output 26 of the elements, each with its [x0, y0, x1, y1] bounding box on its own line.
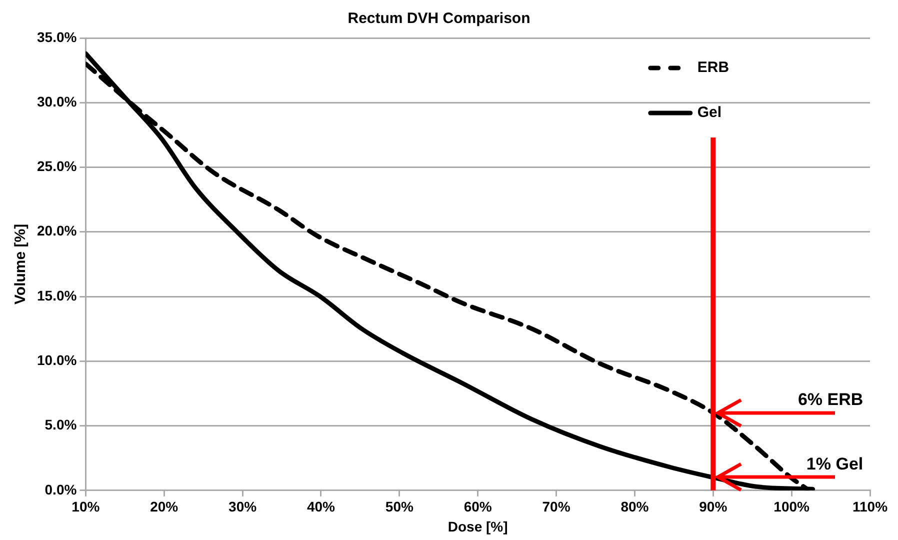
y-axis-title: Volume [%]	[12, 224, 30, 304]
annotation: 6% ERB	[798, 390, 864, 410]
x-tick-label: 10%	[72, 498, 100, 515]
y-tick-label: 25.0%	[36, 158, 78, 174]
x-tick-label: 70%	[542, 498, 571, 515]
chart-title: Rectum DVH Comparison	[348, 10, 530, 28]
x-tick-label: 30%	[228, 498, 258, 515]
y-tick-label: 10.0%	[36, 352, 78, 368]
x-tick-label: 60%	[464, 498, 492, 515]
x-tick-label: 80%	[620, 498, 650, 515]
legend-label: ERB	[697, 59, 730, 76]
x-tick-label: 110%	[852, 498, 888, 515]
y-tick-label: 0.0%	[44, 481, 78, 498]
x-axis-title: Dose [%]	[448, 518, 508, 534]
y-tick-label: 20.0%	[36, 222, 78, 239]
y-tick-label: 30.0%	[36, 93, 78, 110]
legend-label: Gel	[697, 104, 722, 122]
annotation: 1% Gel	[806, 454, 864, 474]
x-tick-label: 90%	[699, 498, 728, 515]
y-tick-label: 5.0%	[44, 416, 78, 433]
y-tick-label: 15.0%	[36, 287, 78, 304]
x-tick-label: 100%	[774, 498, 810, 515]
y-tick-label: 35.0%	[36, 28, 78, 45]
x-tick-label: 50%	[385, 498, 414, 515]
x-tick-label: 20%	[150, 498, 179, 515]
x-tick-label: 40%	[306, 498, 336, 515]
